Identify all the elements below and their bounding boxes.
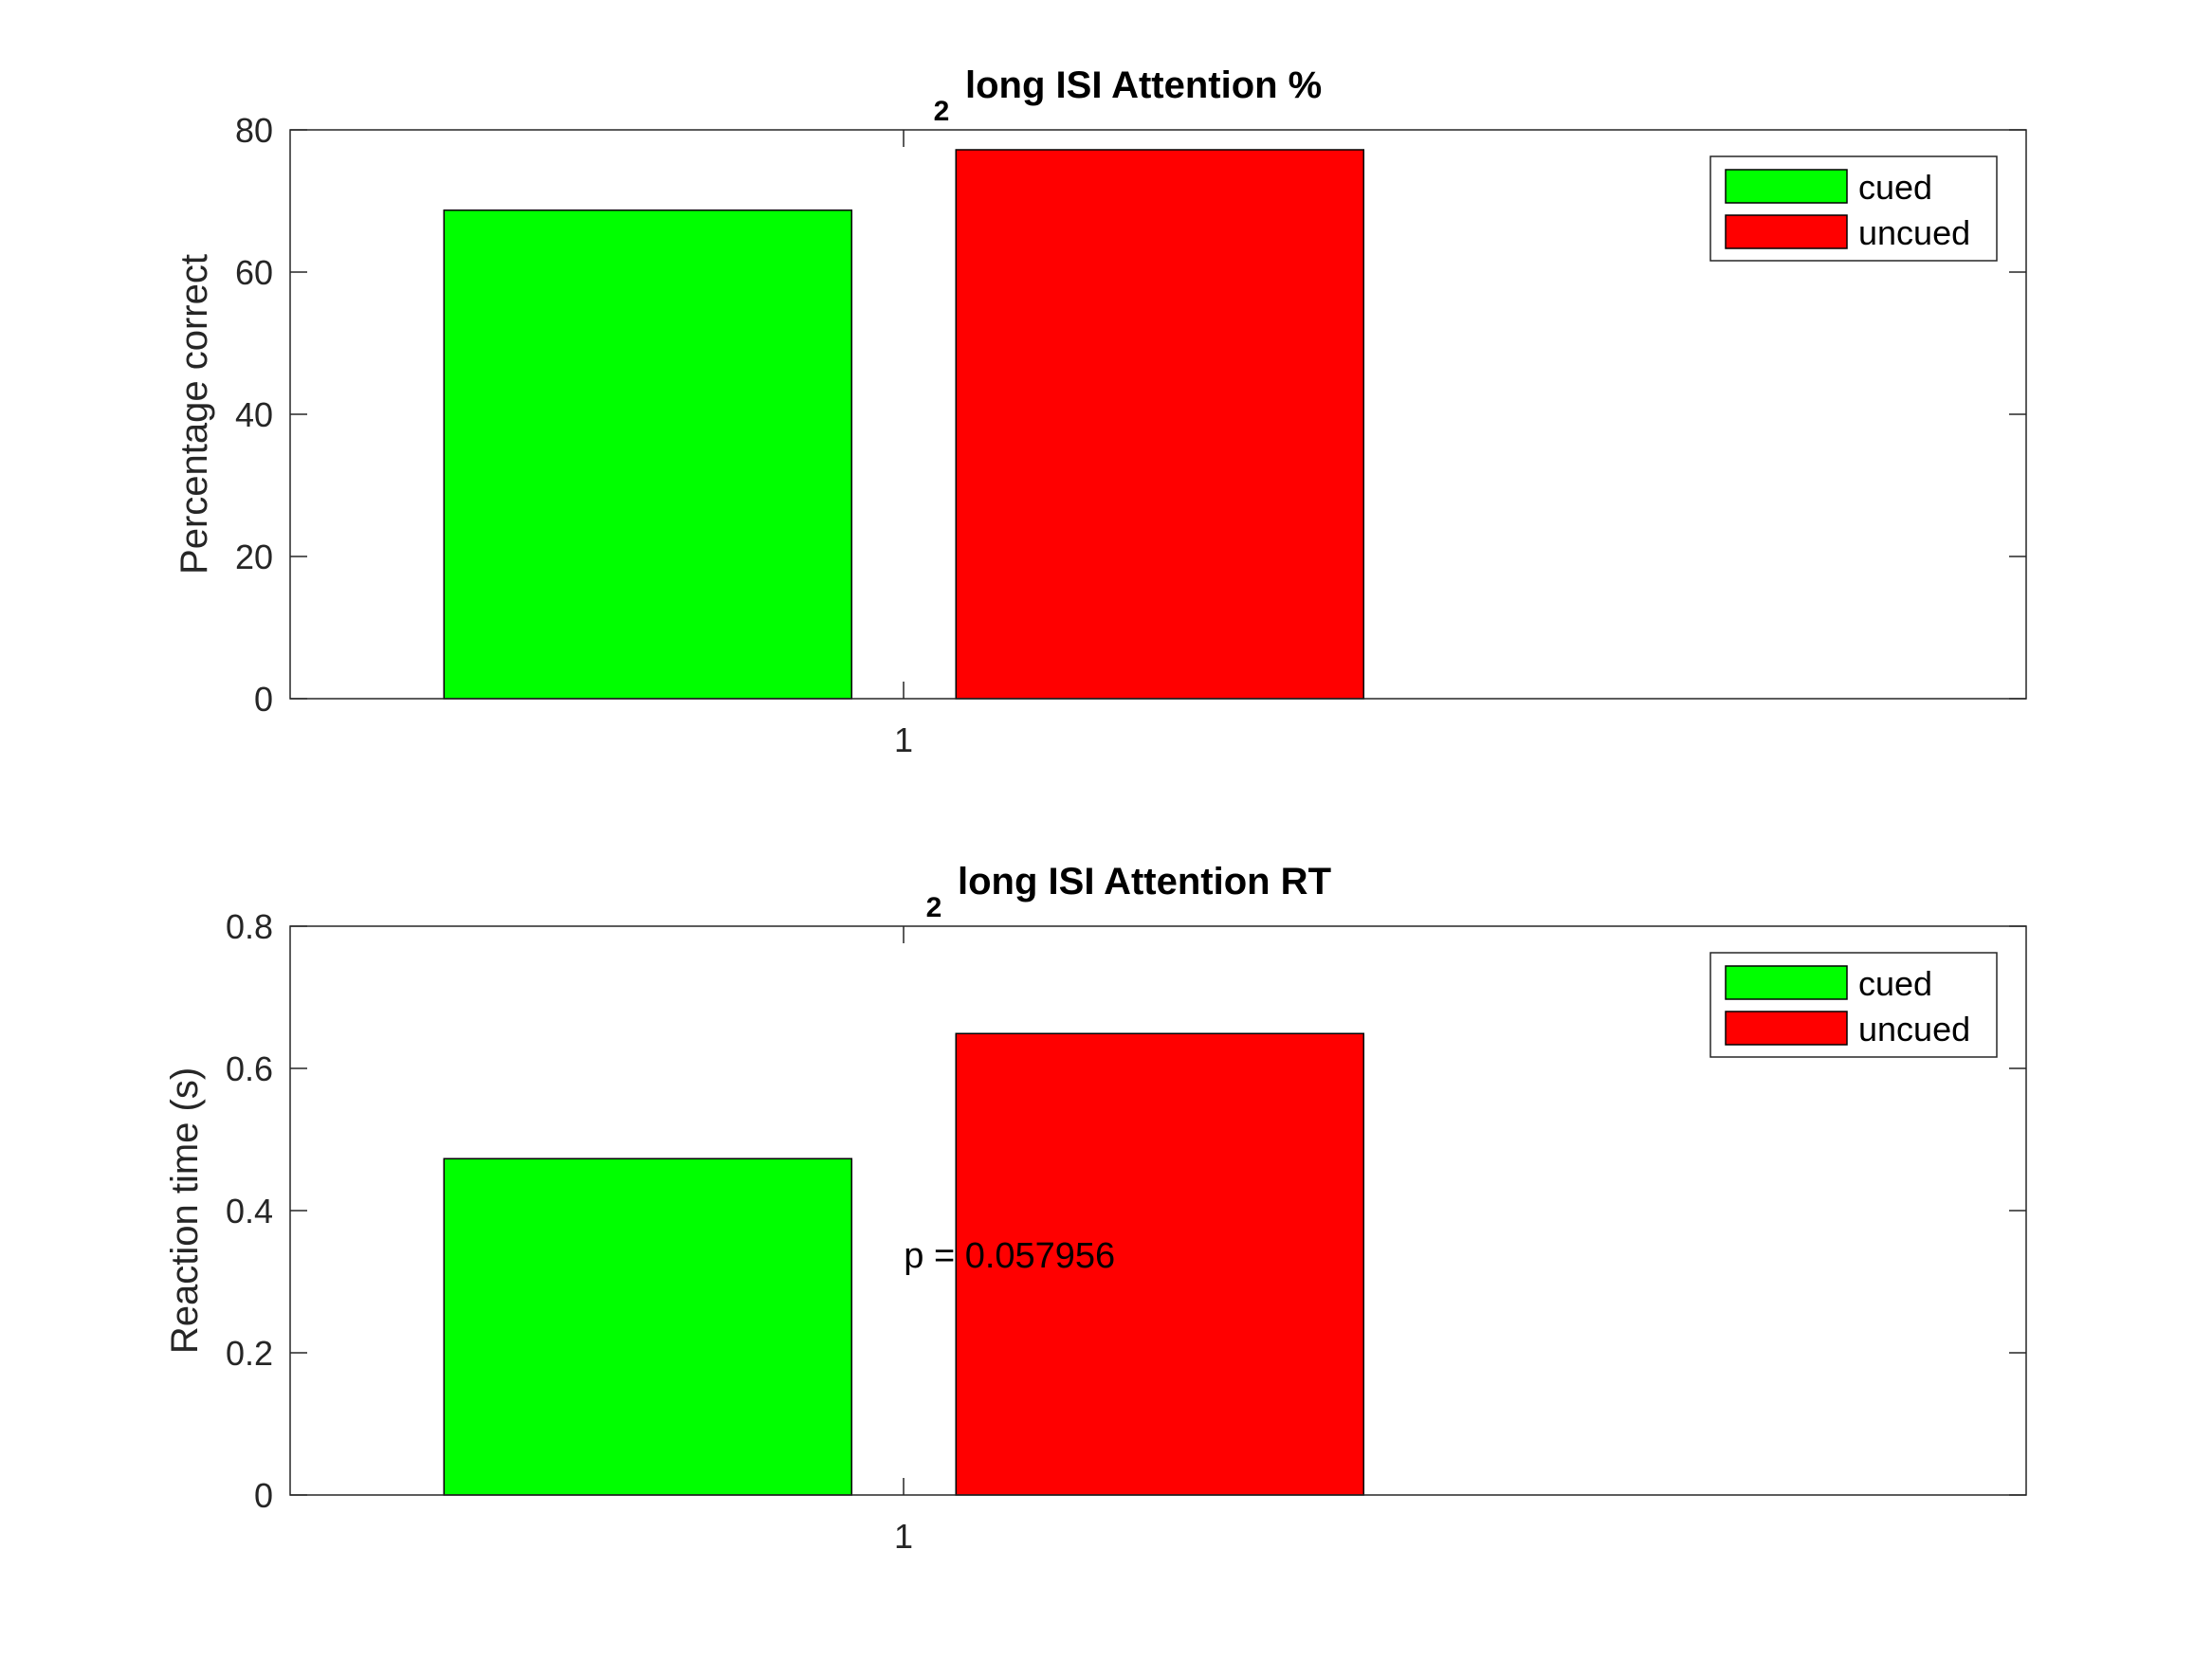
ytick-2: 0.4 <box>226 1192 2026 1231</box>
legend-label-cued: cued <box>1858 964 1932 1003</box>
ytick-0: 0 <box>254 680 2026 719</box>
ytick-label: 40 <box>235 395 273 434</box>
bar-cued <box>443 210 853 700</box>
chart-accuracy-title: 2 long ISI Attention % <box>934 64 1323 127</box>
xtick-label: 1 <box>894 1517 913 1556</box>
chart-rt-yticks: 0 0.2 0.4 0.6 0.8 <box>226 907 2026 1515</box>
ytick-label: 80 <box>235 111 273 150</box>
legend-label-uncued: uncued <box>1858 213 1970 252</box>
xtick-label: 1 <box>894 720 913 759</box>
bar-uncued <box>955 149 1365 700</box>
chart-accuracy-bars <box>443 149 1365 700</box>
title-text: long ISI Attention RT <box>958 861 1331 902</box>
chart-rt-ylabel: Reaction time (s) <box>164 1067 206 1354</box>
ytick-4: 80 <box>235 111 2026 150</box>
ytick-0: 0 <box>254 1476 2026 1515</box>
chart-accuracy-xticks: 1 <box>894 130 913 759</box>
legend-swatch-uncued <box>1725 1011 1848 1046</box>
legend-swatch-uncued <box>1725 214 1848 249</box>
chart-rt-title: 2 long ISI Attention RT <box>926 861 1331 923</box>
ytick-label: 0.2 <box>226 1334 273 1373</box>
chart-rt-xticks: 1 <box>894 926 913 1556</box>
legend-label-cued: cued <box>1858 168 1932 207</box>
chart-accuracy-yticks: 0 20 40 60 80 <box>235 111 2026 719</box>
p-value-annotation: p = 0.057956 <box>904 1236 1115 1276</box>
legend-swatch-cued <box>1725 169 1848 204</box>
ytick-label: 0 <box>254 680 273 719</box>
ytick-label: 0.4 <box>226 1192 273 1231</box>
ytick-4: 0.8 <box>226 907 2026 946</box>
ytick-label: 20 <box>235 538 273 576</box>
ytick-label: 0 <box>254 1476 273 1515</box>
chart-rt-bars <box>443 1032 1365 1496</box>
chart-accuracy-ylabel: Percentage correct <box>174 254 215 574</box>
ytick-3: 60 <box>235 253 2026 292</box>
bar-uncued <box>955 1032 1365 1496</box>
chart-reaction-time: p = 0.057956 0 0.2 0.4 0.6 <box>164 861 2027 1556</box>
chart-rt-legend: cued uncued <box>1709 952 1998 1058</box>
ytick-1: 20 <box>235 538 2026 576</box>
ytick-3: 0.6 <box>226 1049 2026 1088</box>
bar-cued <box>443 1158 853 1496</box>
title-subscript: 2 <box>934 96 950 127</box>
legend-label-uncued: uncued <box>1858 1010 1970 1048</box>
ytick-label: 0.8 <box>226 907 273 946</box>
ytick-label: 60 <box>235 253 273 292</box>
chart-accuracy: 0 20 40 60 80 <box>174 64 2027 759</box>
title-text: long ISI Attention % <box>965 64 1322 106</box>
title-subscript: 2 <box>926 892 942 923</box>
legend-swatch-cued <box>1725 965 1848 1000</box>
ytick-1: 0.2 <box>226 1334 2026 1373</box>
chart-accuracy-legend: cued uncued <box>1709 155 1998 262</box>
ytick-2: 40 <box>235 395 2026 434</box>
ytick-label: 0.6 <box>226 1049 273 1088</box>
